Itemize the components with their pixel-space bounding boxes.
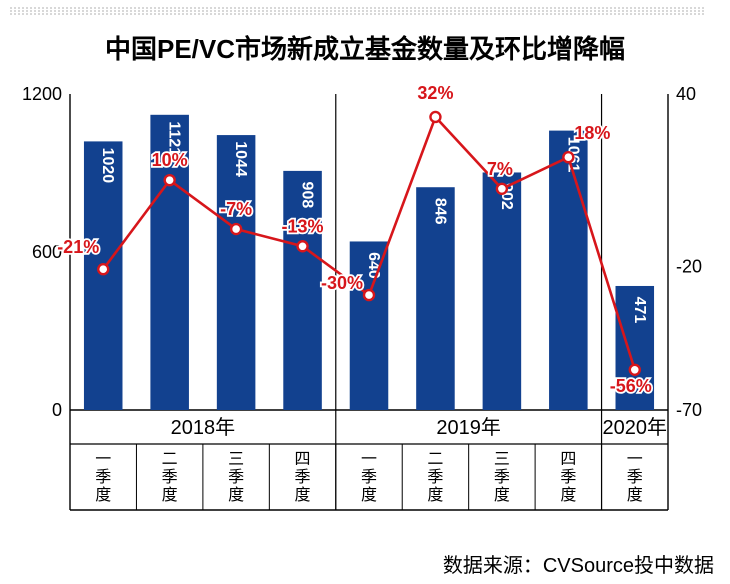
bar-value-label: 1020 [99,148,116,184]
bar-value-label: 471 [631,297,648,324]
pct-label: -30% [321,273,363,293]
line-marker [630,365,640,375]
line-marker [231,224,241,234]
line-marker [98,264,108,274]
y-right-tick: 40 [676,84,696,104]
line-marker [563,152,573,162]
chart: 06001200-70-2040102011211044908640846902… [10,74,708,554]
chart-title: 中国PE/VC市场新成立基金数量及环比增降幅 [10,29,720,66]
pct-label: -56% [610,376,652,396]
pct-label: 18% [574,123,610,143]
quarter-label: 四季度 [560,451,576,504]
decorative-dot-strip [10,6,708,16]
line-marker [364,290,374,300]
bar [549,131,588,410]
y-left-tick: 1200 [22,84,62,104]
line-marker [298,241,308,251]
pct-label: 32% [417,83,453,103]
pct-label: -21% [57,237,99,257]
pct-label: 7% [487,159,513,179]
line-marker [497,184,507,194]
pct-label: -13% [282,216,324,236]
quarter-label: 二季度 [427,451,443,504]
y-right-tick: -20 [676,256,702,276]
year-group-label: 2019年 [436,416,501,439]
pct-label: 10% [152,150,188,170]
quarter-label: 一季度 [361,451,377,504]
bar-value-label: 846 [431,198,448,225]
line-marker [430,112,440,122]
source-label: 数据来源：CVSource投中数据 [443,549,714,578]
y-right-tick: -70 [676,400,702,420]
y-left-tick: 0 [52,400,62,420]
bar-value-label: 1044 [232,141,249,177]
quarter-label: 一季度 [95,451,111,504]
year-group-label: 2018年 [171,416,236,439]
year-group-label: 2020年 [603,416,668,439]
quarter-label: 三季度 [494,451,510,504]
bar-value-label: 908 [299,182,316,209]
quarter-label: 二季度 [162,451,178,504]
pct-label: -7% [220,199,252,219]
line-marker [165,175,175,185]
quarter-label: 一季度 [627,451,643,504]
quarter-label: 三季度 [228,451,244,504]
quarter-label: 四季度 [295,451,311,504]
